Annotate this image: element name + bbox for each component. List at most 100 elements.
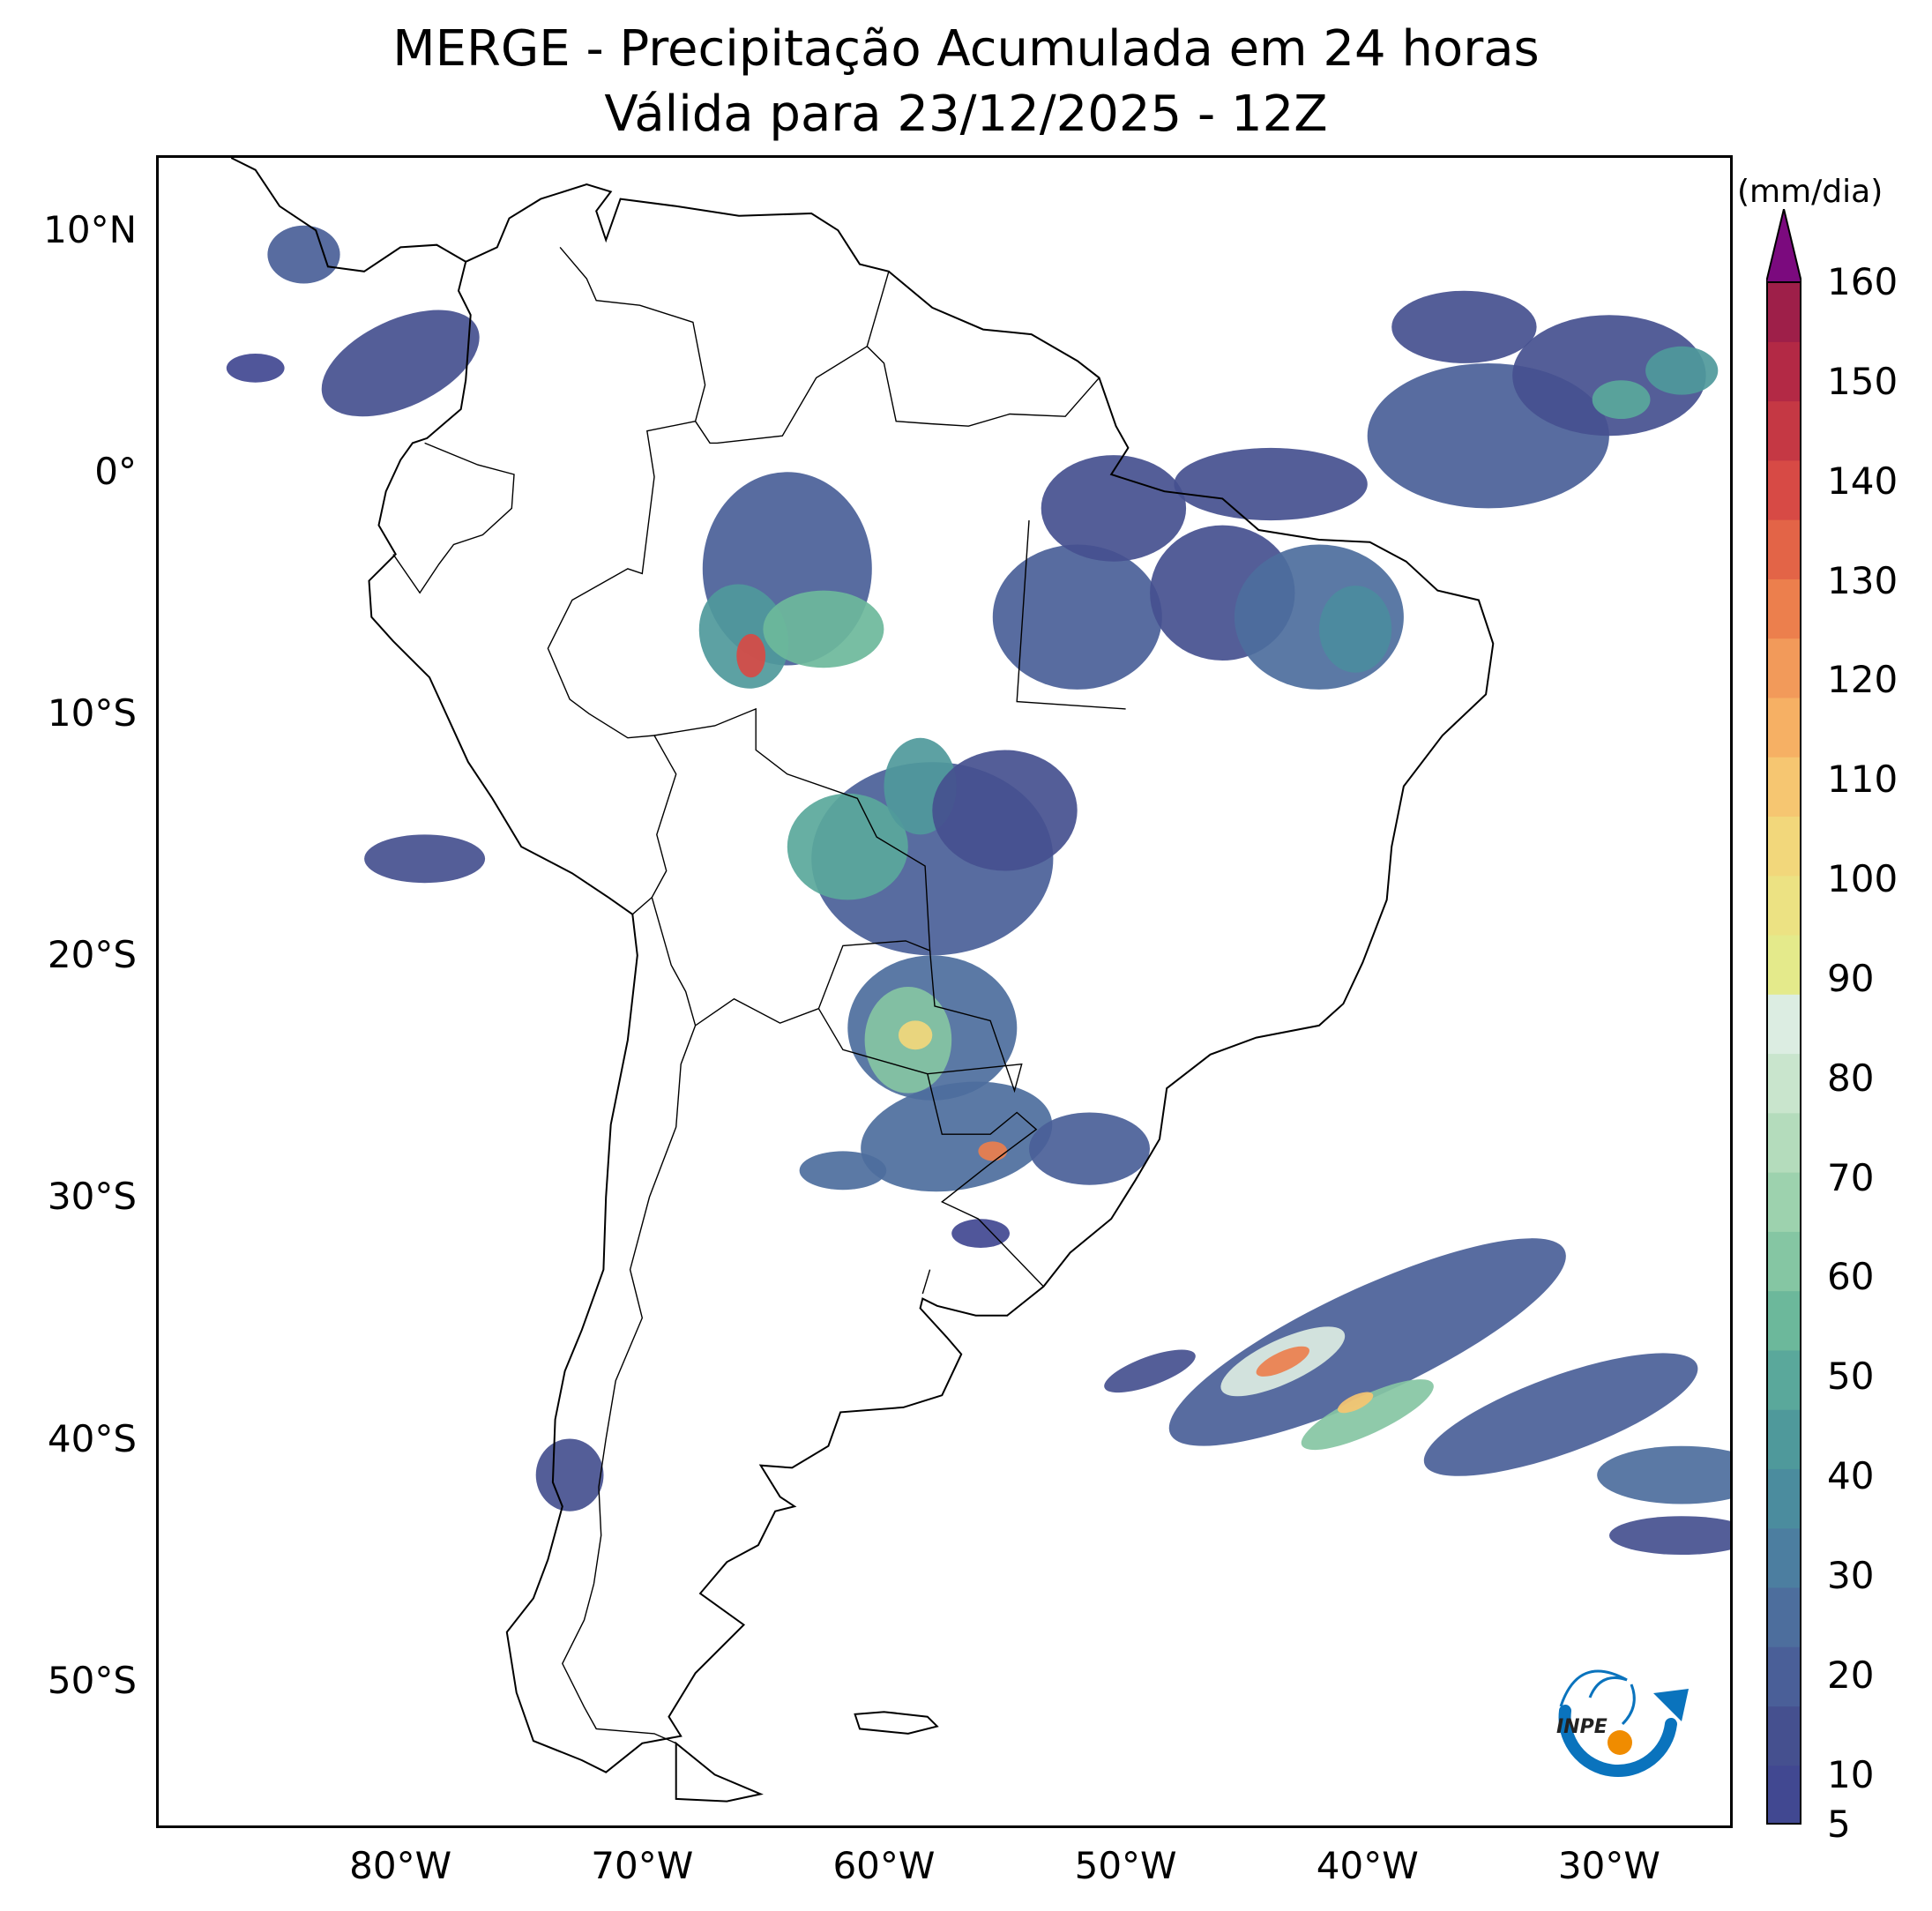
colorbar-segment <box>1766 1172 1801 1232</box>
colorbar-tick-label: 100 <box>1827 857 1898 901</box>
colorbar-tick-label: 30 <box>1827 1553 1875 1597</box>
colorbar-tick-label: 160 <box>1827 260 1898 303</box>
precipitation-area <box>1319 586 1392 673</box>
colorbar-segment <box>1766 341 1801 402</box>
south-america-coastline <box>368 183 1495 1773</box>
precipitation-area <box>1301 1379 1434 1451</box>
falkland-islands-coastline <box>854 1711 939 1735</box>
colorbar-segment <box>1766 1053 1801 1114</box>
lat-tick-label: 10°N <box>43 208 137 252</box>
coastline-layer <box>230 158 1495 1803</box>
country-border <box>866 271 1100 427</box>
colorbar-segment <box>1766 1409 1801 1469</box>
colorbar-segment <box>1766 638 1801 698</box>
colorbar-segment <box>1766 519 1801 579</box>
country-border <box>392 442 515 594</box>
precipitation-area <box>267 225 340 284</box>
colorbar-segment <box>1766 1706 1801 1766</box>
colorbar-tick-label: 130 <box>1827 558 1898 602</box>
precipitation-area <box>321 310 480 417</box>
lat-tick-label: 50°S <box>47 1658 137 1702</box>
tierra-del-fuego-coastline <box>675 1741 764 1803</box>
colorbar-tick-label: 50 <box>1827 1355 1875 1399</box>
colorbar-tick-label: 80 <box>1827 1056 1875 1100</box>
precipitation-area <box>1645 346 1719 395</box>
lon-tick-label: 70°W <box>591 1844 694 1887</box>
precipitation-area <box>1168 1238 1566 1446</box>
precipitation-area <box>763 590 884 668</box>
precipitation-area <box>1104 1349 1196 1393</box>
precipitation-area <box>799 1151 887 1191</box>
svg-text:INPE: INPE <box>1556 1716 1608 1738</box>
colorbar-segment <box>1766 757 1801 817</box>
map-title: MERGE - Precipitação Acumulada em 24 hor… <box>392 20 1540 78</box>
map-area[interactable] <box>156 155 1733 1828</box>
colorbar-segment <box>1766 1290 1801 1351</box>
colorbar-segment <box>1766 579 1801 639</box>
precipitation-area <box>1609 1516 1730 1555</box>
precipitation-area <box>978 1141 1008 1161</box>
colorbar-segment <box>1766 934 1801 995</box>
precipitation-area <box>736 633 766 678</box>
colorbar-segment <box>1766 1646 1801 1707</box>
colorbar-tick-label: 20 <box>1827 1653 1875 1697</box>
precipitation-map <box>226 158 1730 1803</box>
lat-tick-label: 30°S <box>47 1175 137 1219</box>
precipitation-area <box>1337 1392 1374 1414</box>
precipitation-area <box>226 354 285 383</box>
precipitation-area <box>535 1438 604 1512</box>
colorbar-tick-label: 40 <box>1827 1454 1875 1498</box>
colorbar-tick-label: 150 <box>1827 359 1898 403</box>
colorbar-segment <box>1766 1468 1801 1529</box>
precipitation-area <box>1041 455 1187 562</box>
country-border <box>817 1008 928 1075</box>
lon-tick-label: 60°W <box>832 1844 936 1887</box>
country-border <box>562 1025 697 1744</box>
lon-tick-label: 40°W <box>1316 1844 1419 1887</box>
colorbar-segment <box>1766 994 1801 1055</box>
country-border <box>921 1269 931 1295</box>
precipitation-area <box>1512 315 1706 437</box>
colorbar-tick-label: 10 <box>1827 1752 1875 1796</box>
colorbar-segment <box>1766 400 1801 461</box>
precipitation-area <box>951 1219 1010 1248</box>
colorbar-segment <box>1766 697 1801 758</box>
precipitation-area <box>861 1081 1053 1192</box>
colorbar-tick-label: 5 <box>1827 1803 1851 1846</box>
precipitation-area <box>932 750 1078 871</box>
colorbar-segment <box>1766 1586 1801 1647</box>
colorbar <box>1766 209 1801 1825</box>
precipitation-area <box>364 834 486 884</box>
colorbar-segment <box>1766 1231 1801 1292</box>
colorbar-tick-label: 60 <box>1827 1255 1875 1299</box>
lat-tick-label: 10°S <box>47 691 137 735</box>
lat-tick-label: 20°S <box>47 933 137 977</box>
colorbar-unit-label: (mm/dia) <box>1737 174 1884 210</box>
lon-tick-label: 50°W <box>1074 1844 1177 1887</box>
precipitation-area <box>1592 380 1651 419</box>
central-america-coastline <box>230 158 466 272</box>
country-border <box>547 421 696 915</box>
precipitation-area <box>1256 1346 1309 1377</box>
country-border <box>559 246 868 444</box>
precipitation-layer <box>226 225 1730 1555</box>
precipitation-area <box>898 1020 933 1050</box>
colorbar-segment <box>1766 875 1801 936</box>
lon-tick-label: 80°W <box>349 1844 452 1887</box>
precipitation-area <box>1391 290 1537 363</box>
colorbar-tick-label: 140 <box>1827 459 1898 503</box>
precipitation-area <box>698 584 789 689</box>
colorbar-extend-arrow <box>1766 209 1801 283</box>
precipitation-area <box>1423 1353 1698 1476</box>
precipitation-area <box>1597 1445 1730 1504</box>
colorbar-segment <box>1766 1527 1801 1588</box>
colorbar-segment <box>1766 1349 1801 1410</box>
inpe-logo: INPE <box>1556 1669 1689 1777</box>
colorbar-segment <box>1766 282 1801 342</box>
colorbar-tick-label: 110 <box>1827 758 1898 802</box>
lat-tick-label: 40°S <box>47 1416 137 1460</box>
country-border <box>1016 520 1126 710</box>
precipitation-area <box>1029 1112 1150 1185</box>
lat-tick-label: 0° <box>94 450 137 494</box>
country-border <box>926 950 1044 1288</box>
